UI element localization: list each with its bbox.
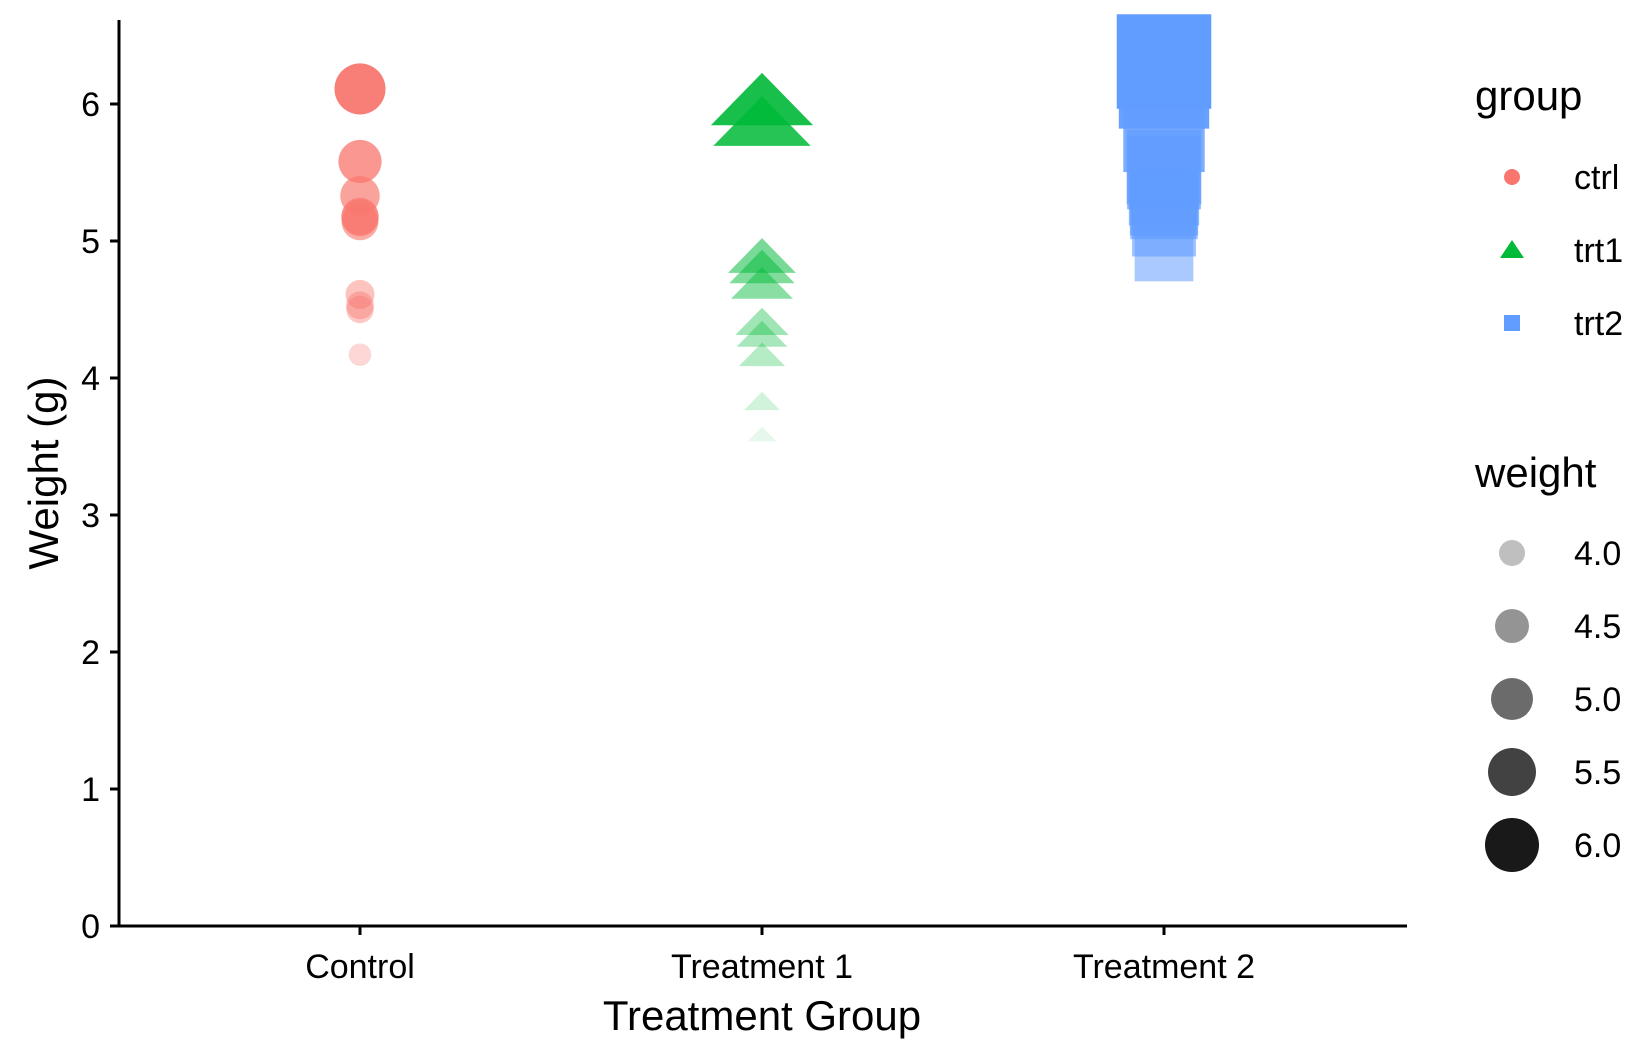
x-ticks: Control Treatment 1 Treatment 2 xyxy=(305,926,1255,986)
legend-group-title: group xyxy=(1475,72,1582,119)
plot-marks xyxy=(334,14,1212,442)
data-point-trt1 xyxy=(728,238,796,273)
legend-weight-label: 5.5 xyxy=(1574,754,1621,792)
x-tick-label: Treatment 1 xyxy=(671,948,853,986)
legend-weight-key xyxy=(1488,748,1536,796)
legend-key-trt1 xyxy=(1500,240,1524,258)
legend-key-trt2 xyxy=(1504,315,1520,331)
y-ticks: 0 1 2 3 4 5 6 xyxy=(81,86,119,946)
y-axis-title: Weight (g) xyxy=(20,377,67,570)
data-point-ctrl xyxy=(346,291,374,320)
y-tick-label: 0 xyxy=(81,908,100,946)
legend-weight-key xyxy=(1491,678,1533,720)
data-point-trt1 xyxy=(735,307,789,336)
legend-weight: weight 4.0 4.5 5.0 5.5 6.0 xyxy=(1474,449,1621,872)
data-point-trt1 xyxy=(747,426,777,442)
legend-weight-key xyxy=(1499,540,1525,566)
legend-label-ctrl: ctrl xyxy=(1574,159,1619,197)
y-tick-label: 2 xyxy=(81,634,100,672)
legend-weight-label: 5.0 xyxy=(1574,681,1621,719)
data-point-ctrl xyxy=(338,139,382,184)
legend-label-trt2: trt2 xyxy=(1574,305,1623,343)
legend-key-ctrl xyxy=(1504,169,1520,185)
data-point-trt2 xyxy=(1116,14,1212,109)
y-tick-label: 3 xyxy=(81,497,100,535)
legend-group: group ctrl trt1 trt2 xyxy=(1475,72,1623,343)
legend-weight-key xyxy=(1495,609,1529,643)
legend-weight-label: 4.5 xyxy=(1574,608,1621,646)
legend-weight-title: weight xyxy=(1474,449,1597,496)
axes xyxy=(117,20,1407,928)
y-tick-label: 6 xyxy=(81,86,100,124)
legend-label-trt1: trt1 xyxy=(1574,232,1623,270)
x-tick-label: Control xyxy=(305,948,415,986)
y-tick-label: 4 xyxy=(81,360,100,398)
data-point-trt1 xyxy=(736,320,788,347)
legend-weight-label: 4.0 xyxy=(1574,535,1621,573)
y-tick-label: 1 xyxy=(81,771,100,809)
data-point-trt1 xyxy=(710,72,814,126)
data-point-trt1 xyxy=(738,342,786,367)
data-point-ctrl xyxy=(345,279,375,309)
data-point-ctrl xyxy=(348,343,372,366)
data-point-ctrl xyxy=(340,175,380,216)
legend-weight-key xyxy=(1485,818,1539,872)
legend-weight-label: 6.0 xyxy=(1574,827,1621,865)
data-point-ctrl xyxy=(334,63,386,115)
data-point-trt1 xyxy=(744,391,780,411)
x-axis-title: Treatment Group xyxy=(603,992,921,1039)
y-tick-label: 5 xyxy=(81,223,100,261)
data-point-ctrl xyxy=(346,295,374,324)
x-tick-label: Treatment 2 xyxy=(1073,948,1255,986)
